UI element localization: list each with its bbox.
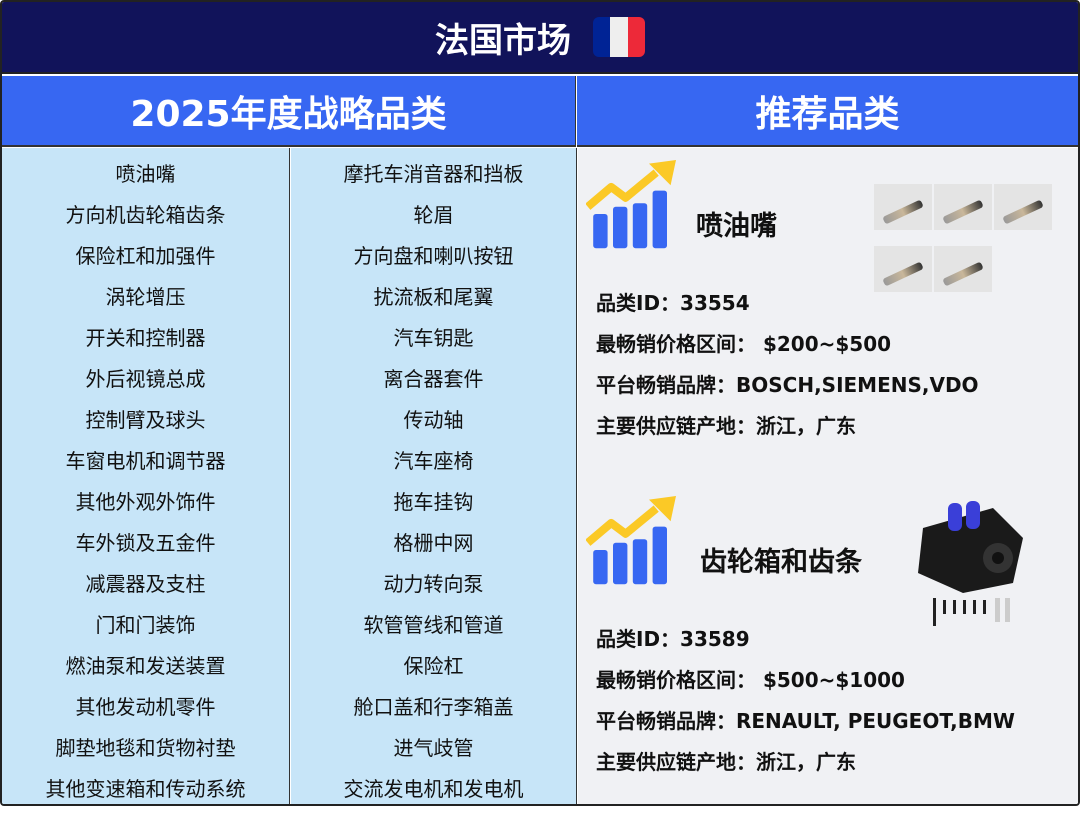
top-brands: 平台畅销品牌：RENAULT, PEUGEOT,BMW — [596, 709, 1015, 733]
category-item: 保险杠和加强件 — [75, 244, 216, 268]
page-title: 法国市场 — [435, 20, 571, 61]
category-item: 喷油嘴 — [115, 162, 176, 186]
category-item: 减震器及支柱 — [85, 572, 206, 596]
strategic-header: 2025年度战略品类 — [2, 76, 576, 147]
top-brands: 平台畅销品牌：BOSCH,SIEMENS,VDO — [596, 373, 979, 397]
title-bar: 法国市场 — [2, 2, 1078, 74]
product-name: 喷油嘴 — [696, 211, 777, 242]
category-item: 进气歧管 — [393, 736, 474, 760]
product-info: 品类ID：33554 最畅销价格区间： $200~$500 平台畅销品牌：BOS… — [596, 286, 979, 450]
category-item: 拖车挂钩 — [393, 490, 474, 514]
category-item: 扰流板和尾翼 — [373, 285, 494, 309]
category-item: 传动轴 — [403, 408, 464, 432]
category-item: 开关和控制器 — [85, 326, 206, 350]
category-id: 品类ID：33589 — [596, 627, 750, 651]
gearbox-image — [918, 501, 1023, 626]
category-item: 其他外观外饰件 — [75, 490, 216, 514]
category-item: 其他发动机零件 — [75, 695, 216, 719]
category-item: 外后视镜总成 — [85, 367, 206, 391]
supply-origin: 主要供应链产地：浙江，广东 — [596, 414, 856, 438]
category-item: 汽车座椅 — [393, 449, 474, 473]
category-item: 格栅中网 — [393, 531, 474, 555]
category-item: 舱口盖和行李箱盖 — [353, 695, 514, 719]
supply-origin: 主要供应链产地：浙江，广东 — [596, 750, 856, 774]
category-item: 汽车钥匙 — [393, 326, 474, 350]
category-item: 车窗电机和调节器 — [65, 449, 226, 473]
category-item: 车外锁及五金件 — [75, 531, 216, 555]
category-item: 软管管线和管道 — [363, 613, 504, 637]
france-flag-icon — [593, 17, 645, 57]
category-item: 动力转向泵 — [383, 572, 484, 596]
category-item: 轮眉 — [413, 203, 454, 227]
product-info: 品类ID：33589 最畅销价格区间： $500~$1000 平台畅销品牌：RE… — [596, 622, 1015, 786]
category-item: 离合器套件 — [383, 367, 484, 391]
category-item: 方向机齿轮箱齿条 — [65, 203, 226, 227]
recommended-header: 推荐品类 — [577, 76, 1078, 147]
product-name: 齿轮箱和齿条 — [700, 547, 862, 578]
category-id: 品类ID：33554 — [596, 291, 750, 315]
recommended-panel: 喷油嘴 品类ID：33554 最畅销价格区间： $200~$500 平台畅销品牌… — [578, 148, 1078, 804]
category-item: 方向盘和喇叭按钮 — [353, 244, 514, 268]
trend-chart-icon — [586, 160, 676, 249]
trend-chart-icon — [586, 496, 676, 585]
category-item: 涡轮增压 — [105, 285, 186, 309]
strategic-list-1: 喷油嘴方向机齿轮箱齿条 保险杠和加强件 涡轮增压开关和控制器 外后视镜总成 控制臂及球头… — [2, 148, 290, 804]
category-item: 控制臂及球头 — [85, 408, 206, 432]
strategic-list-2: 摩托车消音器和挡板 轮眉方向盘和喇叭按钮 扰流板和尾翼 汽车钥匙离合器套件传动轴汽车座… — [291, 148, 577, 804]
price-range: 最畅销价格区间： $500~$1000 — [596, 668, 905, 692]
category-item: 脚垫地毯和货物衬垫 — [55, 736, 236, 760]
category-item: 燃油泵和发送装置 — [65, 654, 226, 678]
category-item: 摩托车消音器和挡板 — [343, 162, 524, 186]
price-range: 最畅销价格区间： $200~$500 — [596, 332, 892, 356]
category-item: 交流发电机和发电机 — [343, 777, 524, 801]
category-item: 门和门装饰 — [95, 613, 196, 637]
category-item: 保险杠 — [403, 654, 464, 678]
category-item: 其他变速箱和传动系统 — [45, 777, 246, 801]
